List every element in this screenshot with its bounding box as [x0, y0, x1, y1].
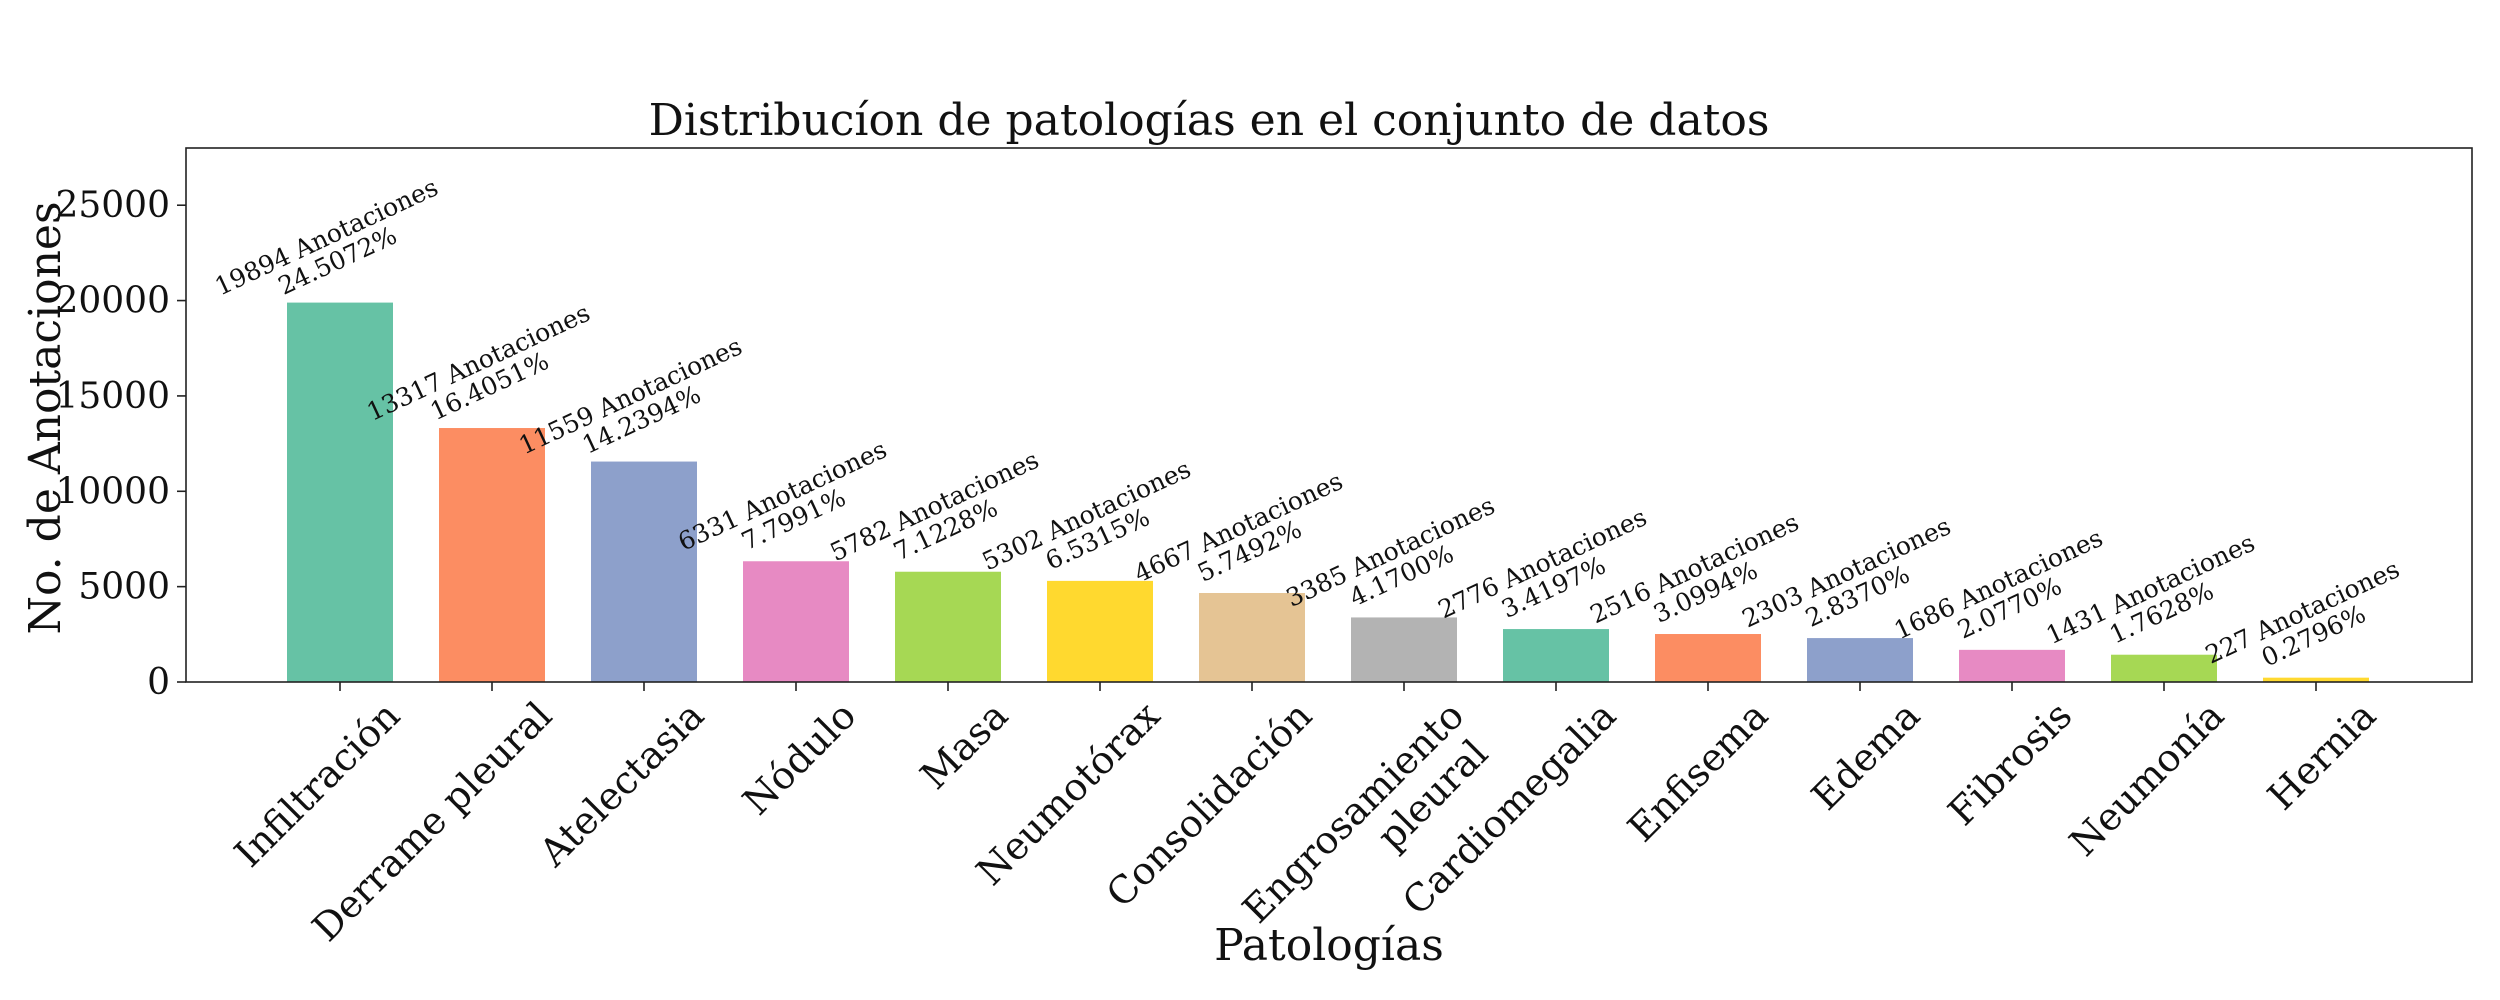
bar [743, 561, 849, 682]
bar [1655, 634, 1761, 682]
bar [1959, 649, 2065, 682]
category-label-line: Fibrosis [1940, 693, 2081, 834]
category-label: Neumonía [2061, 693, 2232, 864]
category-label-line: Atelectasia [530, 693, 712, 875]
category-label-line: Edema [1803, 693, 1928, 818]
y-tick-label: 5000 [78, 567, 170, 608]
category-label: Masa [912, 693, 1016, 797]
category-label-line: Enfisema [1619, 693, 1776, 850]
y-tick-label: 25000 [55, 185, 170, 226]
category-label-line: Hernia [2259, 693, 2384, 818]
category-label: Enfisema [1619, 693, 1776, 850]
y-axis-label: No. de Anotaciones [20, 201, 71, 634]
bar [1047, 580, 1153, 682]
data-label-count: 19894 Anotaciones [210, 173, 442, 302]
bar [439, 428, 545, 682]
data-label: 6331 Anotaciones7.7991% [674, 435, 903, 581]
category-label: Nódulo [734, 693, 864, 823]
category-label: Atelectasia [530, 693, 712, 875]
category-label-line: Neumonía [2061, 693, 2232, 864]
data-label-count: 11559 Anotaciones [514, 331, 746, 460]
bar [287, 302, 393, 682]
y-tick-label: 20000 [55, 281, 170, 322]
category-label: Hernia [2259, 693, 2384, 818]
x-axis-label: Patologías [1214, 920, 1444, 971]
plot-frame [185, 147, 2473, 683]
bar [895, 571, 1001, 682]
data-label: 19894 Anotaciones24.5072% [210, 173, 453, 326]
data-label-count: 13317 Anotaciones [362, 298, 594, 427]
bar [1807, 638, 1913, 682]
chart-title: Distribucíon de patologías en el conjunt… [649, 95, 1770, 146]
bar [1351, 617, 1457, 682]
bar [1199, 592, 1305, 682]
bar [2111, 654, 2217, 682]
y-tick-label: 10000 [55, 471, 170, 512]
category-label: Edema [1803, 693, 1928, 818]
y-tick-label: 15000 [55, 376, 170, 417]
category-label: Fibrosis [1940, 693, 2081, 834]
bar [591, 461, 697, 682]
data-label: 227 Anotaciones0.2796% [2201, 554, 2415, 693]
category-label-line: Nódulo [734, 693, 864, 823]
data-label: 3385 Anotaciones4.1700% [1282, 491, 1511, 637]
plot-area: 0500010000150002000025000Infiltración198… [55, 173, 2415, 950]
data-label: 11559 Anotaciones14.2394% [514, 331, 757, 484]
bar [2263, 677, 2369, 682]
y-tick-label: 0 [147, 662, 170, 703]
bar [1503, 629, 1609, 682]
category-label-line: Masa [912, 693, 1016, 797]
